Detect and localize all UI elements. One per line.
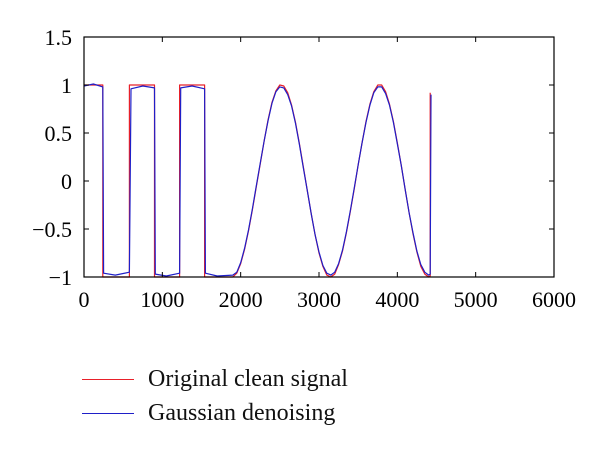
y-tick-label: 1.5 bbox=[45, 25, 73, 50]
y-tick-label: 1 bbox=[61, 73, 72, 98]
x-tick-label: 2000 bbox=[219, 287, 263, 312]
x-tick-label: 4000 bbox=[375, 287, 419, 312]
x-tick-label: 6000 bbox=[532, 287, 576, 312]
legend-item-gaussian: Gaussian denoising bbox=[82, 396, 348, 430]
y-tick-label: −0.5 bbox=[32, 217, 72, 242]
legend-swatch-original bbox=[82, 378, 134, 380]
x-tick-label: 0 bbox=[79, 287, 90, 312]
legend-label-gaussian: Gaussian denoising bbox=[148, 399, 336, 426]
x-tick-label: 1000 bbox=[140, 287, 184, 312]
legend: Original clean signal Gaussian denoising bbox=[82, 362, 348, 430]
series-layer bbox=[83, 83, 432, 278]
y-tick-label: −1 bbox=[49, 265, 72, 290]
legend-label-original: Original clean signal bbox=[148, 365, 348, 392]
legend-item-original: Original clean signal bbox=[82, 362, 348, 396]
series-line-1 bbox=[83, 83, 432, 277]
legend-swatch-gaussian bbox=[82, 412, 134, 414]
y-tick-label: 0 bbox=[61, 169, 72, 194]
y-tick-label: 0.5 bbox=[45, 121, 73, 146]
x-tick-label: 5000 bbox=[454, 287, 498, 312]
ticks-layer: 0 1000 2000 3000 4000 5000 6000 1.5 1 0.5 0 −0.5 −1 bbox=[32, 25, 576, 312]
x-tick-label: 3000 bbox=[297, 287, 341, 312]
